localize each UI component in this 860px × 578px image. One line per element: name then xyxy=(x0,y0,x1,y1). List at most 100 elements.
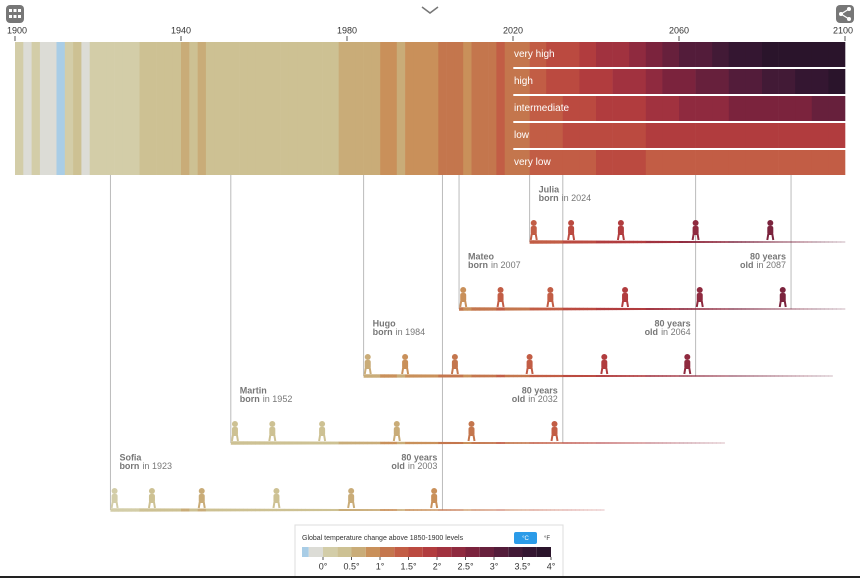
born-year: in 2024 xyxy=(562,193,592,203)
lifeline-segment xyxy=(488,374,493,378)
lifeline-segment xyxy=(716,241,721,243)
stripe xyxy=(363,42,373,175)
stripe xyxy=(446,42,456,175)
scenario-stripe xyxy=(712,96,730,121)
lifeline-segment xyxy=(575,307,580,311)
unit-c-button[interactable] xyxy=(514,532,537,544)
lifeline-segment xyxy=(820,241,825,243)
lifeline-segment xyxy=(388,509,393,511)
lifeline-segment xyxy=(778,375,784,377)
scenario-stripe xyxy=(513,123,530,148)
unit-c[interactable]: °C xyxy=(522,536,529,542)
figure-body xyxy=(451,360,458,369)
figure-body xyxy=(231,427,238,436)
lifeline-segment xyxy=(255,508,261,512)
lifeline-segment xyxy=(239,441,244,445)
figure-head xyxy=(767,220,774,226)
lifeline-segment xyxy=(504,307,510,311)
legend-tick-label: 2° xyxy=(433,561,442,571)
lifeline-segment xyxy=(425,509,431,511)
lifeline-segment xyxy=(587,240,593,244)
lifeline-segment xyxy=(712,308,717,310)
collapse-chevron[interactable] xyxy=(421,6,439,14)
figure-head xyxy=(551,421,558,427)
stripe xyxy=(421,42,431,175)
lifeline-segment xyxy=(566,442,572,444)
figure-body xyxy=(622,293,629,302)
lifeline-segment xyxy=(471,509,476,511)
lifeline-segment xyxy=(156,508,161,512)
lifeline-segment xyxy=(413,441,418,445)
person-figure xyxy=(691,220,700,241)
scenario-label: high xyxy=(514,76,533,87)
lifeline-segment xyxy=(782,375,788,377)
lifeline-segment xyxy=(546,307,551,311)
lifeline-segment xyxy=(620,307,626,311)
lifeline-segment xyxy=(504,442,510,444)
lifeline-segment xyxy=(766,375,771,377)
menu-icon[interactable] xyxy=(6,5,24,23)
scenario-stripe xyxy=(728,123,746,148)
figure-body xyxy=(273,494,280,503)
lifeline-segment xyxy=(388,374,393,378)
lifeline-segment xyxy=(583,307,588,311)
lifeline-segment xyxy=(438,374,443,378)
person-figure xyxy=(525,354,534,375)
figure-body xyxy=(269,427,276,436)
lifeline-segment xyxy=(467,442,472,444)
lifeline-segment xyxy=(670,375,676,377)
lifeline-segment xyxy=(571,509,576,511)
lifeline-segment xyxy=(762,241,767,243)
lifeline-segment xyxy=(222,508,227,512)
lifeline-segment xyxy=(571,442,576,444)
lifeline-segment xyxy=(272,508,277,512)
lifeline-segment xyxy=(247,508,252,512)
x-tick-label: 1940 xyxy=(171,25,191,35)
scenario-stripe xyxy=(513,69,530,94)
lifeline-segment xyxy=(762,375,767,377)
lifeline-segment xyxy=(612,307,618,311)
born-word: born xyxy=(539,193,559,203)
scenario-stripe xyxy=(778,150,796,175)
scenario-stripe xyxy=(695,96,713,121)
scenario-stripe xyxy=(546,123,564,148)
lifeline-segment xyxy=(284,441,290,445)
lifeline-segment xyxy=(508,307,514,311)
lifeline-segment xyxy=(176,508,182,512)
lifeline-segment xyxy=(376,441,381,445)
scenario-stripe xyxy=(562,96,580,121)
person-figure xyxy=(318,421,327,442)
born-label: born in 2024 xyxy=(539,193,592,203)
figure-legs xyxy=(621,300,630,308)
scenario-stripe xyxy=(695,123,713,148)
scenario-stripe xyxy=(579,96,597,121)
lifeline-segment xyxy=(210,508,215,512)
lifeline-segment xyxy=(658,442,663,444)
share-icon[interactable] xyxy=(836,5,854,23)
person-figure xyxy=(347,488,356,509)
lifeline-segment xyxy=(359,441,364,445)
lifeline-segment xyxy=(479,442,485,444)
lifeline-segment xyxy=(413,509,418,511)
unit-f[interactable]: °F xyxy=(544,536,550,542)
scenario-stripe xyxy=(679,42,696,67)
lifeline-segment xyxy=(716,308,721,310)
person-figure xyxy=(430,488,439,509)
figure-head xyxy=(696,287,703,293)
figure-head xyxy=(779,287,786,293)
figure-legs xyxy=(766,233,775,241)
eighty-label: old in 2087 xyxy=(740,260,786,270)
lifeline-segment xyxy=(708,241,713,243)
legend-swatch xyxy=(337,547,352,557)
lifeline-segment xyxy=(110,508,115,512)
lifeline-segment xyxy=(247,441,252,445)
lifeline-segment xyxy=(525,509,530,511)
scenario-stripe xyxy=(612,69,630,94)
lifeline-segment xyxy=(525,374,530,378)
lifeline-segment xyxy=(355,441,360,445)
old-year: in 2032 xyxy=(528,394,558,404)
lifeline-segment xyxy=(226,508,232,512)
lifeline-segment xyxy=(666,375,671,377)
legend-title: Global temperature change above 1850-190… xyxy=(302,535,464,542)
old-word: old xyxy=(645,327,659,337)
